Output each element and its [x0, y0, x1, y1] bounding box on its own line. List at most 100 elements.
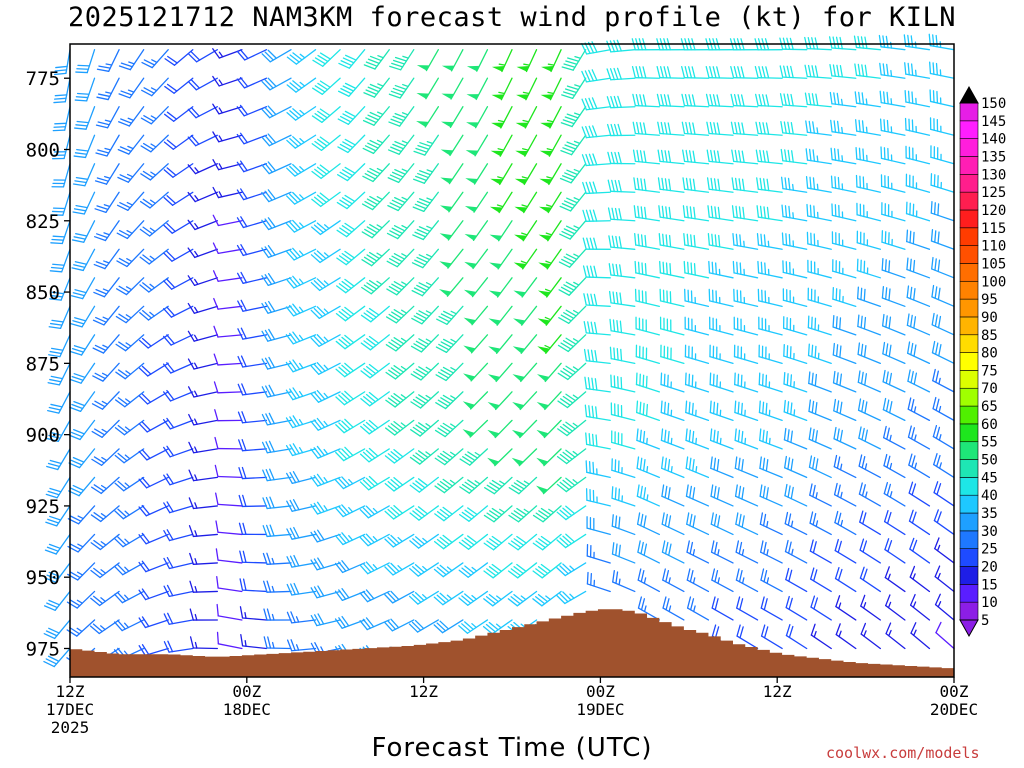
- barb-pennant: [487, 402, 500, 410]
- wind-barb: [508, 505, 538, 523]
- wind-barb: [139, 277, 169, 293]
- barb-flag: [755, 121, 759, 135]
- barb-half-flag: [103, 204, 111, 208]
- barb-pennant: [463, 317, 476, 325]
- barb-flag: [93, 567, 104, 577]
- barb-flag: [365, 617, 375, 628]
- barb-flag: [716, 487, 720, 500]
- wind-barb: [583, 320, 611, 336]
- barb-flag: [96, 177, 109, 182]
- barb-flag: [289, 444, 297, 456]
- wind-barb: [581, 97, 611, 111]
- colorbar-label: 105: [981, 256, 1006, 272]
- barb-half-flag: [914, 462, 918, 470]
- credit-link[interactable]: coolwx.com/models: [826, 744, 980, 762]
- barb-staff: [522, 220, 538, 242]
- barb-half-flag: [692, 577, 696, 585]
- barb-flag: [163, 113, 175, 122]
- barb-flag: [595, 406, 598, 419]
- barb-flag: [389, 202, 402, 209]
- colorbar-swatch: [959, 387, 979, 407]
- barb-flag: [616, 39, 622, 52]
- barb-flag: [241, 383, 247, 396]
- barb-flag: [337, 90, 350, 97]
- barb-flag: [91, 458, 103, 466]
- barb-flag: [44, 577, 57, 583]
- barb-flag: [615, 543, 618, 556]
- barb-flag: [442, 478, 454, 487]
- barb-half-flag: [271, 585, 275, 593]
- colorbar-label: 75: [981, 363, 998, 379]
- barb-flag: [292, 108, 303, 117]
- barb-half-flag: [400, 422, 407, 428]
- wind-barb: [361, 220, 390, 239]
- barb-flag: [71, 348, 85, 353]
- wind-barb: [335, 305, 366, 322]
- barb-pennant: [491, 94, 505, 100]
- barb-flag: [290, 639, 296, 652]
- wind-barb: [285, 303, 317, 317]
- wind-barb: [236, 160, 268, 173]
- wind-barb: [662, 568, 685, 593]
- barb-flag: [508, 487, 520, 495]
- barb-flag: [387, 425, 399, 434]
- barb-flag: [736, 261, 739, 275]
- wind-barb: [731, 149, 759, 165]
- barb-flag: [557, 428, 568, 437]
- barb-flag: [286, 639, 293, 652]
- barb-flag: [167, 55, 178, 64]
- wind-barb: [784, 511, 808, 536]
- barb-flag: [264, 357, 272, 369]
- barb-flag: [532, 542, 544, 551]
- wind-barb: [581, 69, 611, 83]
- wind-barb: [189, 552, 218, 565]
- barb-flag: [730, 93, 735, 107]
- barb-half-flag: [218, 51, 224, 58]
- barb-half-flag: [425, 366, 432, 371]
- barb-half-flag: [376, 196, 383, 201]
- barb-flag: [639, 401, 642, 415]
- barb-flag: [316, 417, 326, 428]
- wind-barb: [661, 512, 685, 536]
- barb-flag: [686, 205, 689, 219]
- barb-flag: [388, 93, 401, 99]
- barb-flag: [557, 372, 569, 381]
- barb-flag: [786, 93, 791, 107]
- barb-flag: [213, 381, 219, 394]
- wind-barb: [684, 316, 710, 336]
- barb-flag: [564, 88, 578, 94]
- barb-flag: [69, 571, 81, 579]
- barb-flag: [166, 362, 175, 373]
- barb-flag: [643, 487, 647, 500]
- barb-flag: [116, 288, 128, 296]
- colorbar-swatch: [959, 352, 979, 371]
- wind-barb: [686, 596, 710, 621]
- barb-half-flag: [913, 406, 917, 414]
- wind-barb: [48, 305, 71, 330]
- barb-flag: [393, 449, 404, 458]
- barb-half-flag: [646, 494, 649, 502]
- barb-flag: [516, 535, 527, 544]
- barb-staff: [524, 134, 538, 157]
- wind-barb: [214, 464, 243, 479]
- barb-flag: [49, 298, 62, 301]
- barb-flag: [935, 62, 938, 76]
- barb-flag: [390, 395, 402, 404]
- barb-flag: [240, 243, 248, 256]
- barb-flag: [409, 567, 419, 577]
- barb-flag: [709, 121, 714, 135]
- barb-staff: [499, 134, 513, 157]
- barb-flag: [142, 170, 154, 179]
- barb-flag: [212, 214, 220, 227]
- barb-flag: [812, 177, 816, 190]
- barb-flag: [933, 453, 938, 466]
- wind-barb: [92, 334, 120, 354]
- barb-flag: [412, 538, 423, 547]
- wind-barb: [656, 93, 685, 108]
- barb-half-flag: [218, 163, 223, 170]
- barb-flag: [393, 281, 405, 288]
- barb-half-flag: [402, 83, 409, 88]
- barb-half-flag: [888, 629, 892, 637]
- barb-flag: [261, 413, 269, 426]
- barb-flag: [53, 97, 67, 100]
